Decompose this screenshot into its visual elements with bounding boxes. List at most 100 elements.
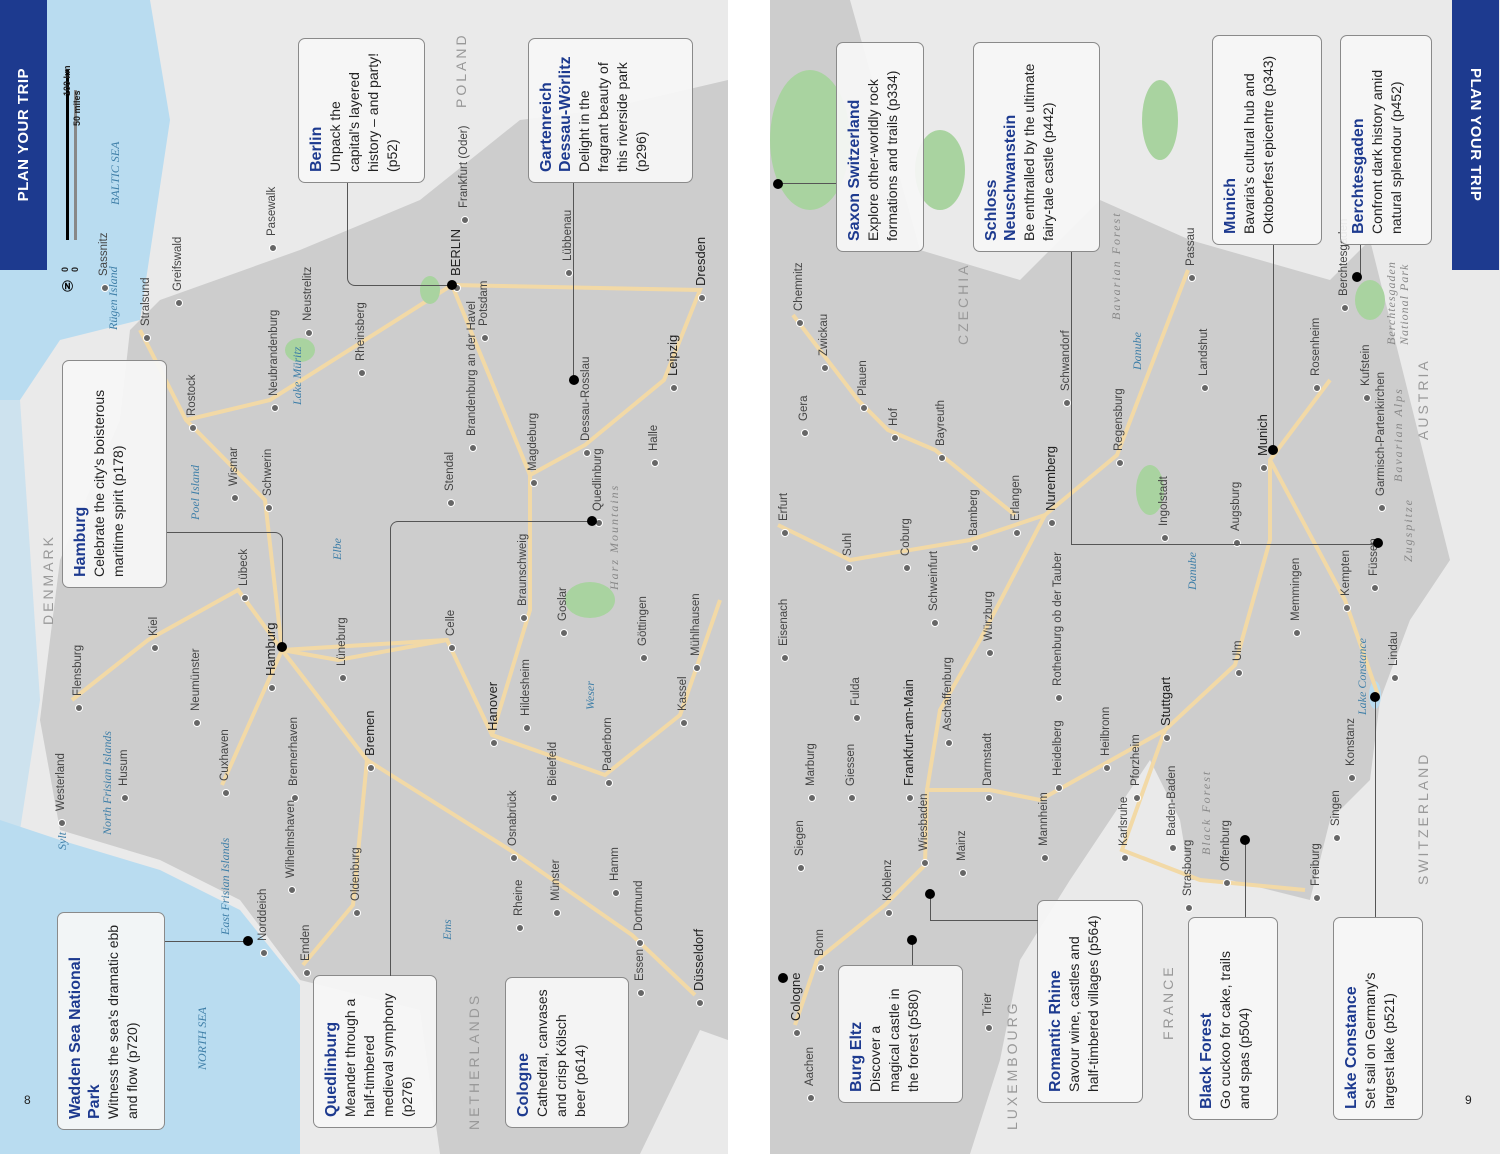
city-marker [793,1029,801,1037]
city-label: Chemnitz [793,262,805,311]
city-label: Kassel [677,676,689,711]
connector-line [1071,252,1379,545]
city-label: Husum [118,749,130,786]
city-label: Paderborn [602,717,614,771]
city-marker [151,644,159,652]
city-marker [971,544,979,552]
city-label: Singen [1330,790,1342,826]
city-label: Wilhelmshaven [285,800,297,878]
city-label: Wiesbaden [918,793,930,851]
city-marker [1055,784,1063,792]
city-marker [938,454,946,462]
highlight-pin [447,280,457,290]
city-marker [461,216,469,224]
city-label: Pasewalk [266,186,278,236]
city-marker [1341,304,1349,312]
callout-hamburg: Hamburg Celebrate the city's boisterous m… [62,360,167,588]
city-label: Essen [634,949,646,981]
callout-lake-constance: Lake Constance Set sail on Germany's larg… [1333,917,1423,1120]
city-label: Schwerin [262,448,274,496]
city-marker [808,794,816,802]
city-marker [523,724,531,732]
city-marker [1391,674,1399,682]
connector-line [912,940,913,965]
city-marker [1201,384,1209,392]
callout-neuschwanstein: Schloss Neuschwanstein Be enthralled by t… [973,42,1100,252]
city-marker [339,674,347,682]
city-label: Erfurt [778,492,790,521]
callout-text: Go cuckoo for cake, trails and spas (p50… [1217,951,1252,1109]
city-marker [291,794,299,802]
city-label: Baden-Baden [1166,765,1178,836]
city-marker [637,989,645,997]
city-marker [1333,834,1341,842]
city-label: Emden [300,924,312,961]
callout-black-forest: Black Forest Go cuckoo for cake, trails a… [1188,917,1278,1120]
city-marker [1169,844,1177,852]
city-marker [1371,584,1379,592]
callout-text: Set sail on Germany's largest lake (p521… [1362,972,1397,1109]
city-label: Flensburg [72,644,84,696]
city-marker [853,714,861,722]
city-marker [268,684,276,692]
city-marker [781,529,789,537]
scale-miles-bar [74,90,77,240]
section-tab-label: PLAN YOUR TRIP [1467,68,1484,202]
highlight-pin [1352,272,1362,282]
city-label: Schweinfurt [928,550,940,611]
city-marker [121,794,129,802]
city-marker [101,284,109,292]
callout-title: Romantic Rhine [1047,970,1064,1092]
water-label: North Frisian Islands [100,730,114,835]
connector-line [347,183,453,286]
city-marker [288,886,296,894]
connector-line [1375,697,1376,917]
city-label: Oldenburg [350,847,362,901]
city-marker [1363,394,1371,402]
callout-romantic-rhine: Romantic Rhine Savour wine, castles and h… [1037,900,1143,1103]
callout-title: Saxon Switzerland [846,99,863,241]
water-label: East Frisian Islands [218,837,232,935]
city-marker [921,859,929,867]
callout-munich: Munich Bavaria's cultural hub and Oktober… [1212,35,1322,245]
city-marker [959,869,967,877]
city-label: Norddeich [257,888,269,941]
country-label: NETHERLANDS [466,992,482,1130]
country-label: FRANCE [1160,964,1176,1040]
highlight-pin [277,642,287,652]
city-marker [469,444,477,452]
highlight-pin [925,889,935,899]
water-label: BALTIC SEA [108,141,122,205]
connector-line [390,521,593,976]
callout-title: Black Forest [1198,1012,1215,1109]
city-marker [516,924,524,932]
city-marker [75,704,83,712]
callout-text: Celebrate the city's boisterous maritime… [91,389,126,577]
water-label: Lake Müritz [290,346,304,405]
city-marker [1116,459,1124,467]
city-marker [636,939,644,947]
city-label: Bamberg [968,489,980,536]
connector-line [930,895,1038,921]
germany-land [40,80,728,1154]
city-label: Giessen [845,743,857,786]
city-label: Rostock [186,374,198,416]
callout-berlin: Berlin Unpack the capital's layered histo… [298,38,425,183]
city-marker [885,909,893,917]
connector-line [1360,245,1361,277]
city-label: Halle [648,424,660,451]
callout-text: Explore other-worldly rock formations an… [865,70,900,241]
connector-line [165,941,248,942]
city-marker [1223,879,1231,887]
callout-text: Delight in the fragrant beauty of this r… [576,62,649,172]
city-marker [693,664,701,672]
city-label: Cuxhaven [219,729,231,781]
country-label: DENMARK [40,533,56,625]
page-number: 9 [1465,1093,1472,1107]
country-label: POLAND [453,32,469,108]
section-tab: PLAN YOUR TRIP [1452,0,1499,270]
city-label: Stendal [444,451,456,491]
city-label: Bayreuth [935,399,947,446]
city-label: Brandenburg an der Havel [466,301,478,436]
city-marker [985,794,993,802]
